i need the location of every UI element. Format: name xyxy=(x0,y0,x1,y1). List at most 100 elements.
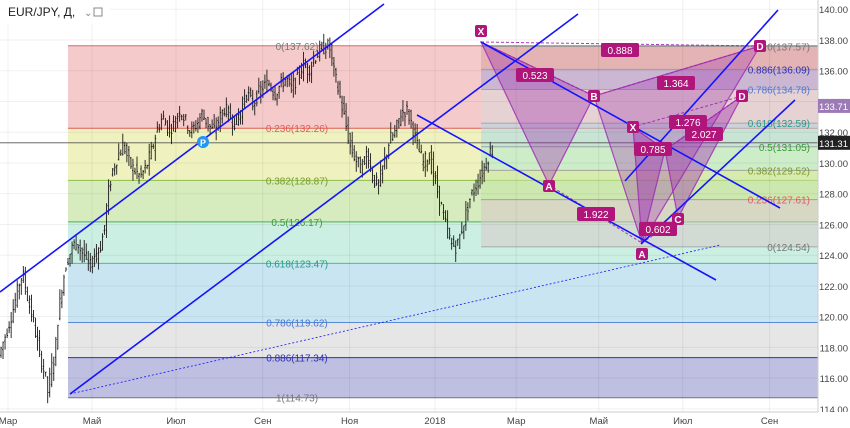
symbol-title[interactable]: EUR/JPY, Д, xyxy=(8,5,75,19)
ratio-label: 0.523 xyxy=(522,71,547,82)
fib2-label-3: 0.618(132.59) xyxy=(748,119,810,130)
price-highlight-label: 133.71 xyxy=(819,102,848,113)
time-tick-label: Июл xyxy=(166,416,185,427)
fib-label-0.382: 0.382(128.87) xyxy=(266,176,328,187)
price-tick-label: 122.00 xyxy=(819,282,848,293)
pattern-point-label: X xyxy=(630,123,637,134)
price-tick-label: 120.00 xyxy=(819,313,848,324)
ratio-label: 0.888 xyxy=(607,46,632,57)
fib-band-0.786 xyxy=(68,322,818,358)
ratio-badge xyxy=(601,43,639,57)
price-tick-label: 114.00 xyxy=(820,405,848,416)
fib2-band-2 xyxy=(481,89,818,124)
time-tick-label: Мар xyxy=(0,416,17,427)
pattern-point-D xyxy=(754,40,766,52)
fib2-band-0 xyxy=(481,46,818,70)
ratio-badge xyxy=(516,68,554,82)
fib-label-1: 1(114.73) xyxy=(276,394,318,405)
price-tick-label: 128.00 xyxy=(819,190,848,201)
trend-channels[interactable] xyxy=(0,3,796,395)
checkbox-icon[interactable] xyxy=(93,7,103,17)
price-tick-label: 130.00 xyxy=(819,159,848,170)
ratio-label: 1.276 xyxy=(675,118,700,129)
trend-line-4 xyxy=(640,99,796,245)
pattern-point-X xyxy=(627,121,639,133)
fib2-label-2: 0.786(134.78) xyxy=(748,85,810,96)
candles xyxy=(0,33,494,404)
pattern-ratio-line-3 xyxy=(480,41,761,47)
fib2-label-7: 0(124.54) xyxy=(767,243,810,254)
time-tick-label: Май xyxy=(589,416,608,427)
fib2-label-4: 0.5(131.05) xyxy=(759,143,810,154)
pattern-ratio-line-1 xyxy=(548,184,643,244)
pattern-ratio-line-2 xyxy=(593,45,761,97)
marker-p-icon xyxy=(197,136,209,148)
price-tick-label: 132.00 xyxy=(819,128,848,139)
current-price-badge xyxy=(818,135,850,150)
ratio-badge xyxy=(669,115,707,129)
price-tick-label: 116.00 xyxy=(820,374,848,385)
marker-p-label: P xyxy=(200,138,206,148)
price-tick-label: 140.00 xyxy=(819,5,848,16)
price-axis-bg xyxy=(818,0,850,428)
time-tick-label: Май xyxy=(83,416,102,427)
trend-line-dotted xyxy=(69,244,721,395)
ratio-label: 2.027 xyxy=(691,130,716,141)
trend-line-2 xyxy=(416,114,717,281)
ratio-badge xyxy=(685,127,723,141)
price-tick-label: 126.00 xyxy=(819,220,848,231)
time-tick-label: Сен xyxy=(761,416,778,427)
chevron-down-icon[interactable]: ⌄ xyxy=(84,8,92,19)
fib2-label-6: 0.236(127.61) xyxy=(748,196,810,207)
ratio-badge xyxy=(657,76,695,90)
ratio-label: 0.602 xyxy=(645,225,670,236)
header: EUR/JPY, Д, ⌄ xyxy=(0,0,110,24)
fib-band-0.618 xyxy=(68,263,818,323)
pattern-point-label: A xyxy=(638,250,645,261)
price-tick-label: 118.00 xyxy=(820,343,848,354)
pattern-point-X xyxy=(475,25,487,37)
trend-line-0 xyxy=(0,3,385,293)
current-price-label: 131.31 xyxy=(819,139,848,150)
fib2-label-5: 0.382(129.52) xyxy=(748,166,810,177)
ratio-badge xyxy=(634,142,672,156)
price-tick-label: 124.00 xyxy=(819,251,848,262)
fib2-label-0: 0(137.57) xyxy=(767,43,810,54)
pattern-point-label: B xyxy=(590,92,597,103)
fib2-label-1: 0.886(136.09) xyxy=(748,65,810,76)
pattern-point-A xyxy=(543,180,555,192)
fib-label-0: 0(137.62) xyxy=(276,42,319,53)
pattern-point-label: D xyxy=(756,42,763,53)
time-tick-label: Мар xyxy=(507,416,526,427)
price-highlight-badge xyxy=(818,98,850,113)
ratio-label: 1.922 xyxy=(583,210,608,221)
pattern-point-A xyxy=(636,248,648,260)
time-axis-bg xyxy=(0,412,850,428)
time-tick-label: Ноя xyxy=(341,416,358,427)
fib2-band-5 xyxy=(481,170,818,200)
fib-label-0.786: 0.786(119.62) xyxy=(266,319,328,330)
ratio-badge xyxy=(577,207,615,221)
pattern-point-D xyxy=(736,90,748,102)
fib-labels: 0(137.62) 0.236(132.26) 0.382(128.87) 0.5(1… xyxy=(266,42,810,405)
price-axis[interactable]: 114.00 116.00 118.00 120.00 122.00 124.00 126.… xyxy=(817,0,850,428)
price-tick-label: 136.00 xyxy=(819,67,848,78)
ratio-label: 1.364 xyxy=(663,79,688,90)
pattern-labels[interactable]: XABAXBCDD0.8880.5231.3641.9220.7851.2762… xyxy=(197,25,766,261)
pattern-point-label: C xyxy=(674,215,681,226)
ratio-label: 0.785 xyxy=(640,145,665,156)
time-tick-label: 2018 xyxy=(424,416,445,427)
ratio-badge xyxy=(639,222,677,236)
fib-label-0.236: 0.236(132.26) xyxy=(266,124,328,135)
pattern-point-label: A xyxy=(545,182,552,193)
pattern-point-B xyxy=(588,90,600,102)
time-axis[interactable]: Мар Май Июл Сен Ноя 2018 Мар Май Июл Сен xyxy=(0,411,850,428)
fib-band-0.886 xyxy=(68,357,818,398)
time-tick-label: Сен xyxy=(254,416,271,427)
trend-line-1 xyxy=(69,13,579,395)
grid xyxy=(0,0,818,412)
fib-label-0.618: 0.618(123.47) xyxy=(266,259,328,270)
time-tick-label: Июл xyxy=(673,416,692,427)
pattern-point-label: D xyxy=(738,92,745,103)
